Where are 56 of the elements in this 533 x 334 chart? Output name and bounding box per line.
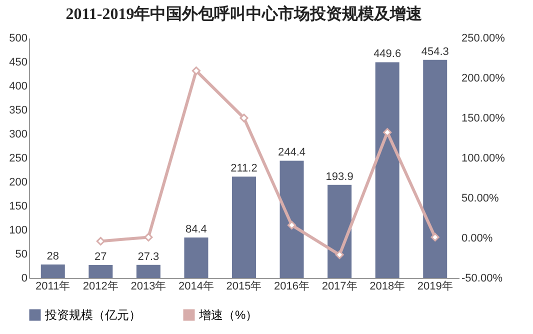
legend-label: 增速（%） <box>198 308 258 322</box>
y2-tick-label: 0.00% <box>462 232 493 244</box>
x-tick-label: 2017年 <box>322 280 358 292</box>
bar <box>88 265 113 278</box>
bar <box>40 264 65 278</box>
bar <box>375 62 400 278</box>
bar <box>184 237 208 278</box>
data-label: 454.3 <box>421 46 449 58</box>
y-tick-label: 450 <box>9 56 28 68</box>
bar <box>136 264 160 278</box>
data-label: 28 <box>46 250 60 263</box>
y-tick-label: 300 <box>9 128 28 140</box>
point <box>144 232 153 242</box>
bar <box>232 176 256 278</box>
data-label: 84.4 <box>186 223 207 236</box>
data-label: 211.2 <box>230 162 258 175</box>
x-tick-label: 2019年 <box>417 280 453 292</box>
x-tick-label: 2016年 <box>274 280 310 292</box>
point <box>430 232 440 242</box>
y-tick-label: 200 <box>9 176 28 188</box>
y2-tick-label: 250.00% <box>462 32 506 44</box>
data-label: 193.9 <box>326 170 354 183</box>
y-tick-label: 0 <box>21 272 28 284</box>
data-label: 27.3 <box>138 250 160 263</box>
bar <box>423 60 448 278</box>
chart-title: 2011-2019年中国外包呼叫中心市场投资规模及增速 <box>66 4 424 23</box>
data-label: 449.6 <box>374 48 402 60</box>
x-tick-label: 2018年 <box>370 280 406 292</box>
y-tick-label: 50 <box>15 248 28 260</box>
y-tick-label: 500 <box>9 32 28 44</box>
y2-tick-label: 150.00% <box>462 112 506 124</box>
legend-label: 投资规模（亿元） <box>44 308 141 322</box>
bar <box>328 184 352 278</box>
point <box>383 128 392 137</box>
data-label: 244.4 <box>278 146 306 159</box>
y2-tick-label: 200.00% <box>462 72 506 84</box>
y-tick-label: 350 <box>9 104 28 116</box>
data-label: 27 <box>94 251 107 264</box>
y2-tick-label: -50.00% <box>462 272 503 284</box>
y-tick-label: 400 <box>9 80 28 92</box>
x-tick-label: 2014年 <box>178 280 214 292</box>
point <box>240 114 248 122</box>
point <box>335 250 344 260</box>
y-tick-label: 150 <box>9 200 28 212</box>
point <box>287 220 296 230</box>
y2-tick-label: 50.00% <box>462 192 500 204</box>
point <box>96 236 105 246</box>
bar <box>280 160 304 278</box>
x-tick-label: 2013年 <box>130 280 166 292</box>
point <box>192 66 201 76</box>
y2-tick-label: 100.00% <box>462 152 506 164</box>
x-tick-label: 2015年 <box>226 280 262 292</box>
y-tick-label: 100 <box>9 224 28 236</box>
y-tick-label: 250 <box>9 152 28 164</box>
x-tick-label: 2011年 <box>36 280 70 292</box>
x-tick-label: 2012年 <box>82 280 118 292</box>
